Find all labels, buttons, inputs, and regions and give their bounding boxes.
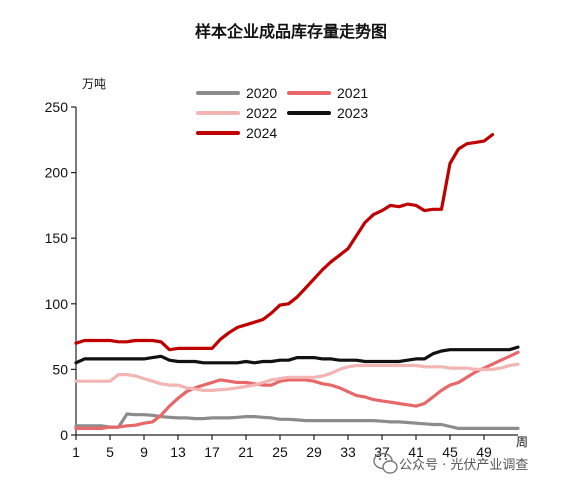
x-tick-label: 33	[340, 444, 356, 460]
watermark: 公众号 · 光伏产业调查	[373, 452, 528, 474]
x-tick-label: 1	[72, 444, 80, 460]
series-line-2022	[74, 362, 520, 392]
x-tick-label: 25	[272, 444, 288, 460]
x-tick-label: 5	[106, 444, 114, 460]
series-line-2020	[74, 412, 520, 430]
axes: 0 50 100 150 200 250 1 5 9 13 17 21 25 29 33 37 41 45 49	[45, 99, 518, 460]
x-axis-unit: 周	[516, 435, 528, 449]
y-axis-unit: 万吨	[82, 77, 106, 91]
legend-label-2022: 2022	[246, 105, 277, 121]
series-line-2024	[74, 133, 495, 352]
x-tick-label: 37	[374, 444, 390, 460]
x-tick-label: 13	[170, 444, 186, 460]
chart-title: 样本企业成品库存量走势图	[195, 22, 387, 41]
legend-label-2020: 2020	[246, 85, 277, 101]
series-line-2021	[74, 350, 520, 430]
x-tick-label: 21	[238, 444, 254, 460]
x-tick-label: 41	[408, 444, 424, 460]
y-tick-label: 250	[45, 99, 69, 115]
wechat-icon	[373, 452, 398, 474]
y-tick-label: 0	[60, 427, 68, 443]
x-tick-label: 9	[140, 444, 148, 460]
legend-label-2021: 2021	[337, 85, 368, 101]
x-tick-label: 45	[442, 444, 458, 460]
y-tick-label: 50	[52, 361, 68, 377]
x-tick-label: 29	[306, 444, 322, 460]
y-tick-label: 100	[45, 296, 69, 312]
series-line-2023	[74, 345, 520, 365]
y-tick-label: 150	[45, 230, 69, 246]
watermark-text: 公众号 · 光伏产业调查	[399, 458, 528, 473]
x-tick-label: 17	[204, 444, 220, 460]
legend: 2020 2021 2022 2023 2024	[196, 85, 368, 141]
y-tick-label: 200	[45, 165, 69, 181]
legend-label-2023: 2023	[337, 105, 368, 121]
legend-label-2024: 2024	[246, 125, 277, 141]
series-lines	[74, 133, 520, 430]
x-tick-label: 49	[476, 444, 492, 460]
